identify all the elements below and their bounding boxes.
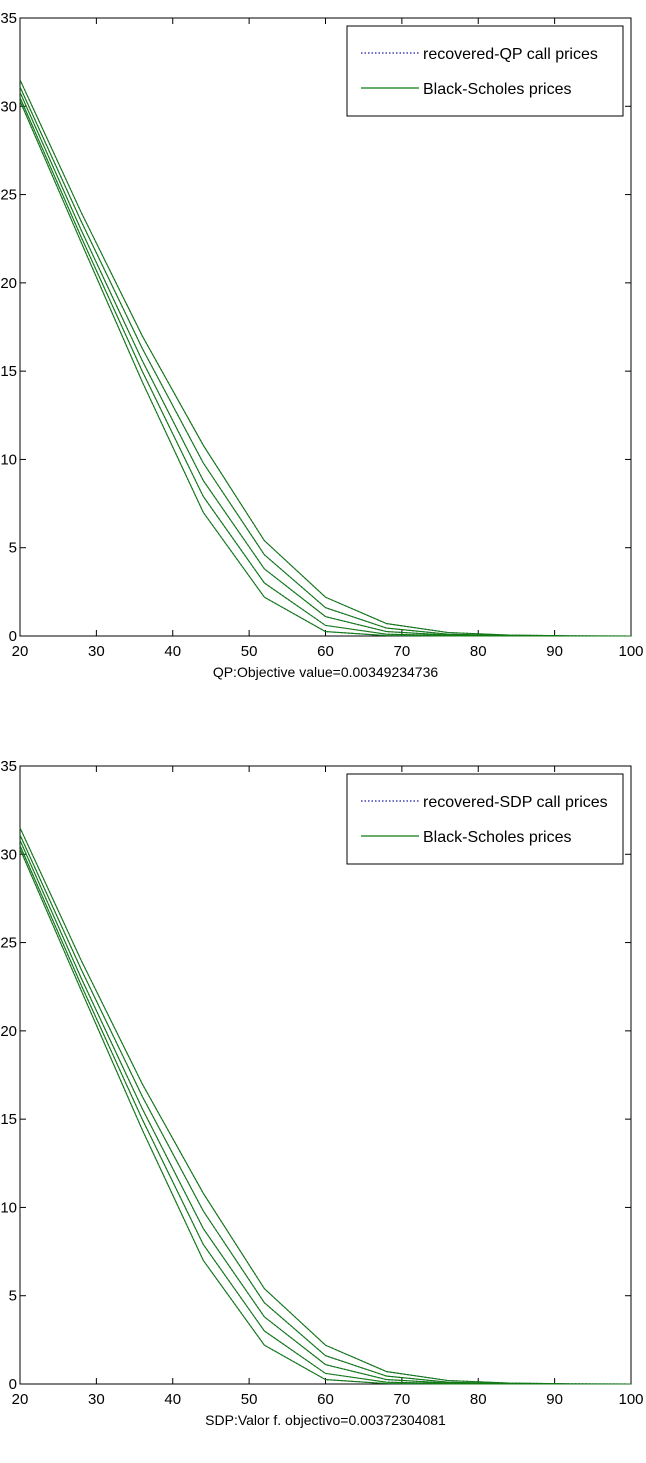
legend-box: [346, 25, 624, 117]
x-tick-label: 60: [317, 1391, 334, 1408]
legend-label-recovered: recovered-QP call prices: [423, 46, 598, 63]
y-tick-label: 15: [0, 1111, 17, 1128]
x-tick-label: 70: [394, 1391, 411, 1408]
chart-sdp-svg: 20 30 40 50 60 70 80 90 100 0 5 10 15 20 25 30 35 SDP:Val…: [0, 758, 643, 1428]
y-tick-label: 15: [0, 363, 17, 380]
series-line-black-scholes: [19, 79, 632, 637]
chart-qp-svg: 20 30 40 50 60 70 80 90 100 0 5 10 15 20 25 30 35 QP:Obje…: [0, 10, 643, 680]
x-axis-label: QP:Objective value=0.00349234736: [213, 664, 439, 680]
y-tick-label: 5: [9, 1288, 17, 1305]
y-tick-label: 30: [0, 846, 17, 863]
y-tick-label: 35: [0, 758, 17, 775]
y-tick-label: 20: [0, 1023, 17, 1040]
y-tick-label: 5: [9, 540, 17, 557]
y-tick-label: 35: [0, 10, 17, 27]
y-tick-label: 0: [9, 628, 17, 645]
x-tick-label: 40: [164, 643, 181, 660]
x-tick-label: 100: [618, 643, 643, 660]
x-tick-label: 70: [394, 643, 411, 660]
y-tick-label: 0: [9, 1376, 17, 1393]
x-tick-label: 90: [546, 643, 563, 660]
x-tick-label: 20: [12, 643, 29, 660]
chart-qp: 20 30 40 50 60 70 80 90 100 0 5 10 15 20 25 30 35 QP:Obje…: [0, 0, 646, 700]
y-tick-label: 10: [0, 1199, 17, 1216]
y-tick-label: 25: [0, 935, 17, 952]
y-tick-label: 10: [0, 451, 17, 468]
x-tick-label: 20: [12, 1391, 29, 1408]
chart-sdp: 20 30 40 50 60 70 80 90 100 0 5 10 15 20 25 30 35 SDP:Val…: [0, 748, 646, 1448]
x-tick-label: 40: [164, 1391, 181, 1408]
y-tick-label: 25: [0, 187, 17, 204]
x-tick-label: 30: [88, 1391, 105, 1408]
legend-label-black-scholes: Black-Scholes prices: [423, 81, 572, 98]
x-tick-label: 50: [241, 643, 258, 660]
x-tick-label: 30: [88, 643, 105, 660]
legend: recovered-SDP call prices Black-Scholes p…: [346, 773, 624, 865]
x-axis-label: SDP:Valor f. objectivo=0.00372304081: [205, 1412, 446, 1428]
legend: recovered-QP call prices Black-Scholes pr…: [346, 25, 624, 117]
x-tick-label: 60: [317, 643, 334, 660]
legend-label-black-scholes: Black-Scholes prices: [423, 829, 572, 846]
y-tick-label: 30: [0, 98, 17, 115]
y-tick-label: 20: [0, 275, 17, 292]
series-line-black-scholes: [19, 827, 632, 1385]
legend-box: [346, 773, 624, 865]
x-tick-label: 80: [470, 1391, 487, 1408]
x-tick-label: 50: [241, 1391, 258, 1408]
x-tick-label: 100: [618, 1391, 643, 1408]
x-tick-label: 90: [546, 1391, 563, 1408]
legend-label-recovered: recovered-SDP call prices: [423, 794, 608, 811]
x-tick-label: 80: [470, 643, 487, 660]
